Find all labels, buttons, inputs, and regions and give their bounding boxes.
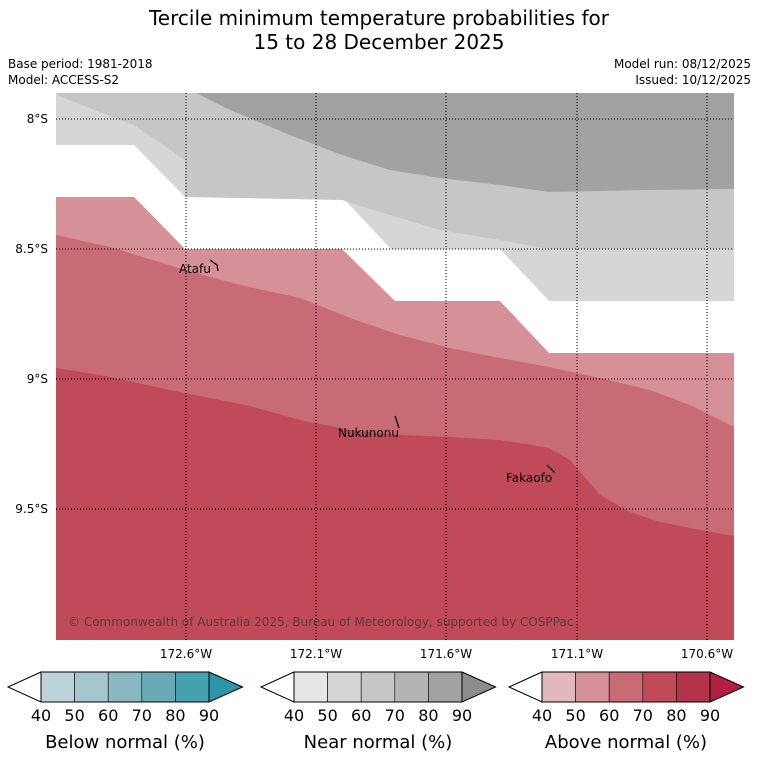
- colorbar-near-normal-segment: [428, 671, 463, 703]
- colorbar-above-normal-segment: [608, 671, 644, 703]
- colorbar-above-normal-segment: [575, 671, 610, 703]
- lon-label: 172.1°W: [290, 647, 342, 661]
- colorbar-near-normal-low-extension: [259, 671, 295, 703]
- map-plot-area: Atafu Nukunonu Fakaofo © Commonwealth of…: [56, 93, 734, 640]
- colorbar-near-normal-tick-label: 40: [284, 706, 304, 725]
- colorbar-near-normal-high-extension: [461, 671, 497, 703]
- colorbar-above-normal-tick-label: 60: [599, 706, 619, 725]
- colorbar-above-normal-outline: [541, 671, 711, 703]
- colorbar-below-normal-title: Below normal (%): [45, 732, 205, 753]
- colorbar-above-normal-high-extension: [709, 671, 745, 703]
- colorbar-below-normal-outline: [40, 671, 210, 703]
- near-normal-60-70-region: [196, 93, 734, 192]
- lat-label: 8.5°S: [15, 242, 48, 256]
- base-period: Base period: 1981-2018: [8, 57, 153, 71]
- above-normal-70-80-region: [56, 368, 734, 640]
- lat-label: 9°S: [27, 372, 48, 386]
- nukunonu-atoll-shape: [394, 415, 400, 429]
- colorbar-near-normal-segment: [360, 671, 396, 703]
- colorbar-below-normal-segment: [74, 671, 109, 703]
- colorbar-near-normal-tick-label: 70: [385, 706, 405, 725]
- colorbar-near-normal-tick-label: 60: [351, 706, 371, 725]
- colorbar-below-normal-segment: [175, 671, 210, 703]
- map-gridlines: [56, 93, 734, 640]
- lon-label: 170.6°W: [681, 647, 733, 661]
- colorbar-below-normal-low-extension: [6, 671, 42, 703]
- colorbar-near-normal-segment: [394, 671, 429, 703]
- colorbar-below-normal-segment: [141, 671, 176, 703]
- atafu-atoll-shape: [209, 259, 219, 272]
- lon-label: 171.1°W: [551, 647, 603, 661]
- colorbar-below-normal: 40 50 60 70 80 90 Below normal (%): [6, 671, 244, 753]
- colorbar-below-normal-tick-label: 80: [165, 706, 185, 725]
- colorbar-near-normal-outline: [293, 671, 463, 703]
- model-run: Model run: 08/12/2025: [613, 57, 751, 71]
- colorbar-near-normal-tick-label: 80: [418, 706, 438, 725]
- colorbar-above-normal-title: Above normal (%): [545, 732, 707, 753]
- colorbar-below-normal-segment: [107, 671, 143, 703]
- colorbar-below-normal-tick-label: 60: [98, 706, 118, 725]
- colorbar-above-normal-tick-label: 40: [532, 706, 552, 725]
- lat-label: 9.5°S: [15, 502, 48, 516]
- lon-label: 172.6°W: [160, 647, 212, 661]
- colorbar-near-normal-segment: [327, 671, 362, 703]
- colorbar-above-normal-low-extension: [507, 671, 543, 703]
- colorbar-below-normal-tick-label: 70: [132, 706, 152, 725]
- model-name: Model: ACCESS-S2: [8, 73, 120, 87]
- colorbar-near-normal-tick-label: 90: [452, 706, 472, 725]
- map-title-line1: Tercile minimum temperature probabilitie…: [148, 6, 610, 30]
- colorbar-near-normal-segment: [293, 671, 328, 703]
- colorbar-above-normal-segment: [541, 671, 576, 703]
- colorbar-above-normal-tick-label: 70: [633, 706, 653, 725]
- colorbar-below-normal-segment: [40, 671, 75, 703]
- copyright-notice: © Commonwealth of Australia 2025, Bureau…: [68, 615, 573, 629]
- colorbar-below-normal-tick-label: 90: [199, 706, 219, 725]
- colorbar-above-normal-tick-label: 50: [565, 706, 585, 725]
- colorbar-below-normal-tick-label: 40: [31, 706, 51, 725]
- fakaofo-atoll-shape: [546, 464, 556, 474]
- place-label-nukunonu: Nukunonu: [338, 426, 399, 440]
- issued-date: Issued: 10/12/2025: [635, 73, 751, 87]
- lat-label: 8°S: [27, 112, 48, 126]
- colorbar-above-normal: 40 50 60 70 80 90 Above normal (%): [507, 671, 745, 753]
- colorbar-above-normal-tick-label: 80: [666, 706, 686, 725]
- lon-label: 171.6°W: [420, 647, 472, 661]
- place-label-fakaofo: Fakaofo: [506, 471, 552, 485]
- place-label-atafu: Atafu: [179, 262, 211, 276]
- map-title-line2: 15 to 28 December 2025: [253, 30, 505, 54]
- colorbar-above-normal-segment: [676, 671, 711, 703]
- colorbar-below-normal-high-extension: [208, 671, 244, 703]
- colorbar-below-normal-tick-label: 50: [64, 706, 84, 725]
- colorbar-above-normal-segment: [642, 671, 677, 703]
- colorbar-near-normal: 40 50 60 70 80 90 Near normal (%): [259, 671, 497, 753]
- colorbar-above-normal-tick-label: 90: [700, 706, 720, 725]
- colorbar-near-normal-title: Near normal (%): [304, 732, 453, 753]
- colorbar-near-normal-tick-label: 50: [317, 706, 337, 725]
